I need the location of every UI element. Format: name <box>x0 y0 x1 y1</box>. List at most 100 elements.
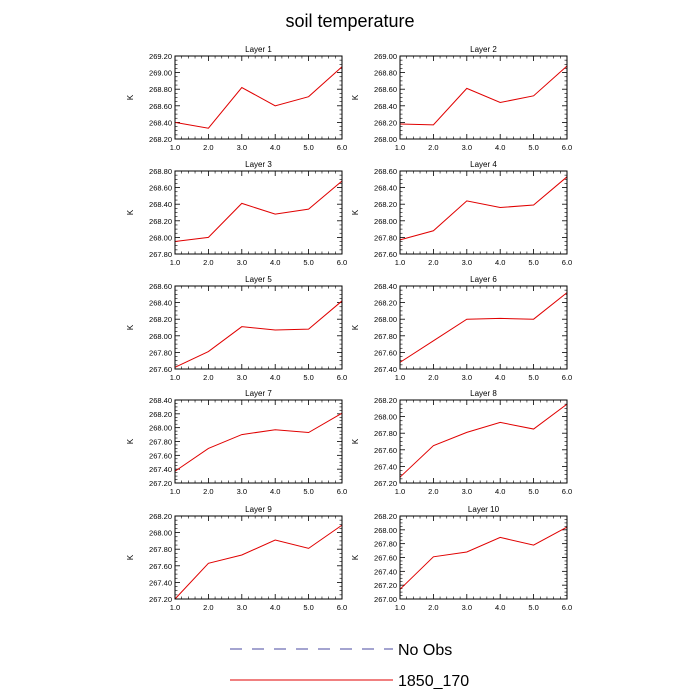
y-tick-label: 268.20 <box>374 118 397 127</box>
plot-frame <box>174 55 343 140</box>
x-tick-label: 2.0 <box>203 143 213 152</box>
y-tick-label: 268.40 <box>374 184 397 193</box>
x-tick-label: 1.0 <box>395 143 405 152</box>
series-line-1850_170 <box>399 526 568 590</box>
y-tick-label: 268.00 <box>149 529 172 538</box>
x-tick-label: 3.0 <box>462 143 472 152</box>
y-tick-label: 268.20 <box>149 135 172 144</box>
panels-grid: Layer 1 K 268.20 268.40 268.60 268.80 269.00 26… <box>126 45 572 612</box>
x-tick-label: 1.0 <box>395 258 405 267</box>
panel-title: Layer 7 <box>245 389 272 398</box>
x-tick-label: 2.0 <box>203 487 213 496</box>
y-tick-label: 268.20 <box>374 396 397 405</box>
y-tick-label: 268.00 <box>149 332 172 341</box>
plot-frame <box>174 515 343 600</box>
y-tick-label: 268.40 <box>149 299 172 308</box>
panel-layer-1: Layer 1 K 268.20 268.40 268.60 268.80 269.00 26… <box>126 45 347 152</box>
y-tick-label: 268.40 <box>149 118 172 127</box>
x-tick-label: 2.0 <box>428 487 438 496</box>
series-line-1850_170 <box>174 524 343 600</box>
y-tick-label: 268.20 <box>149 512 172 521</box>
y-tick-label: 267.20 <box>374 479 397 488</box>
x-tick-label: 6.0 <box>337 373 347 382</box>
y-tick-label: 267.80 <box>149 250 172 259</box>
y-axis-label: K <box>351 554 360 560</box>
x-tick-label: 4.0 <box>495 258 505 267</box>
panel-title: Layer 6 <box>470 275 497 284</box>
x-tick-label: 4.0 <box>270 603 280 612</box>
y-tick-label: 267.80 <box>149 438 172 447</box>
series-line-1850_170 <box>399 65 568 126</box>
y-tick-label: 268.40 <box>374 102 397 111</box>
x-tick-label: 5.0 <box>528 143 538 152</box>
y-tick-label: 268.20 <box>149 217 172 226</box>
x-tick-label: 4.0 <box>270 258 280 267</box>
y-tick-label: 268.80 <box>149 85 172 94</box>
x-tick-label: 4.0 <box>495 487 505 496</box>
x-tick-label: 3.0 <box>237 487 247 496</box>
x-tick-label: 4.0 <box>495 143 505 152</box>
y-tick-label: 268.20 <box>374 200 397 209</box>
x-tick-label: 6.0 <box>562 143 572 152</box>
y-tick-label: 267.80 <box>374 540 397 549</box>
panel-layer-2: Layer 2 K 268.00 268.20 268.40 268.60 268.80 26… <box>351 45 572 152</box>
y-tick-label: 268.00 <box>374 315 397 324</box>
x-tick-label: 1.0 <box>395 373 405 382</box>
y-tick-label: 267.20 <box>149 479 172 488</box>
x-tick-label: 6.0 <box>337 258 347 267</box>
x-tick-label: 2.0 <box>428 603 438 612</box>
x-tick-label: 3.0 <box>462 373 472 382</box>
x-tick-label: 2.0 <box>428 143 438 152</box>
y-axis-label: K <box>126 554 135 560</box>
x-tick-label: 2.0 <box>428 258 438 267</box>
panel-title: Layer 5 <box>245 275 272 284</box>
series-line-1850_170 <box>399 403 568 478</box>
x-tick-label: 6.0 <box>562 487 572 496</box>
y-tick-label: 268.20 <box>374 512 397 521</box>
y-tick-label: 268.80 <box>374 69 397 78</box>
y-tick-label: 267.60 <box>374 250 397 259</box>
plot-frame <box>174 399 343 484</box>
panel-layer-6: Layer 6 K 267.40 267.60 267.80 268.00 268.20 26… <box>351 275 572 382</box>
x-tick-label: 5.0 <box>528 373 538 382</box>
y-tick-label: 268.60 <box>149 184 172 193</box>
y-tick-label: 268.40 <box>374 282 397 291</box>
y-tick-label: 267.00 <box>374 595 397 604</box>
y-tick-label: 267.60 <box>149 365 172 374</box>
series-line-1850_170 <box>174 300 343 368</box>
y-tick-label: 268.20 <box>374 299 397 308</box>
y-axis-label: K <box>126 209 135 215</box>
y-tick-label: 268.80 <box>149 167 172 176</box>
x-tick-label: 5.0 <box>303 258 313 267</box>
y-tick-label: 269.00 <box>374 52 397 61</box>
x-tick-label: 6.0 <box>337 143 347 152</box>
plot-frame <box>399 170 568 255</box>
x-tick-label: 5.0 <box>303 373 313 382</box>
plot-frame <box>174 170 343 255</box>
x-tick-label: 4.0 <box>270 373 280 382</box>
x-tick-label: 1.0 <box>170 373 180 382</box>
series-line-1850_170 <box>399 176 568 241</box>
panel-layer-4: Layer 4 K 267.60 267.80 268.00 268.20 268.40 26… <box>351 160 572 267</box>
y-tick-label: 267.40 <box>149 465 172 474</box>
y-tick-label: 267.40 <box>149 578 172 587</box>
panel-title: Layer 9 <box>245 505 272 514</box>
x-tick-label: 2.0 <box>428 373 438 382</box>
y-tick-label: 267.60 <box>374 554 397 563</box>
panel-layer-7: Layer 7 K 267.20 267.40 267.60 267.80 268.00 26… <box>126 389 347 496</box>
x-tick-label: 6.0 <box>562 258 572 267</box>
y-tick-label: 267.60 <box>149 562 172 571</box>
y-tick-label: 267.60 <box>374 446 397 455</box>
x-tick-label: 2.0 <box>203 603 213 612</box>
x-tick-label: 1.0 <box>170 487 180 496</box>
y-tick-label: 268.60 <box>149 102 172 111</box>
y-tick-label: 268.00 <box>374 217 397 226</box>
x-tick-label: 6.0 <box>562 603 572 612</box>
y-tick-label: 267.80 <box>374 429 397 438</box>
y-tick-label: 269.20 <box>149 52 172 61</box>
legend: No Obs 1850_170 <box>230 642 469 690</box>
panel-title: Layer 2 <box>470 45 497 54</box>
x-tick-label: 1.0 <box>395 603 405 612</box>
panel-layer-9: Layer 9 K 267.20 267.40 267.60 267.80 268.00 26… <box>126 505 347 612</box>
y-tick-label: 268.20 <box>149 315 172 324</box>
